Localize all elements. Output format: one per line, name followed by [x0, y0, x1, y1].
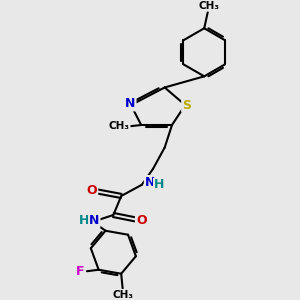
Text: N: N — [145, 176, 155, 189]
Text: H: H — [79, 214, 89, 227]
Text: CH₃: CH₃ — [112, 290, 133, 300]
Text: O: O — [87, 184, 97, 196]
Text: O: O — [136, 214, 146, 227]
Text: N: N — [89, 214, 100, 227]
Text: F: F — [76, 265, 85, 278]
Text: H: H — [154, 178, 164, 191]
Text: CH₃: CH₃ — [109, 122, 130, 131]
Text: CH₃: CH₃ — [199, 1, 220, 11]
Text: S: S — [182, 99, 191, 112]
Text: N: N — [125, 98, 136, 110]
